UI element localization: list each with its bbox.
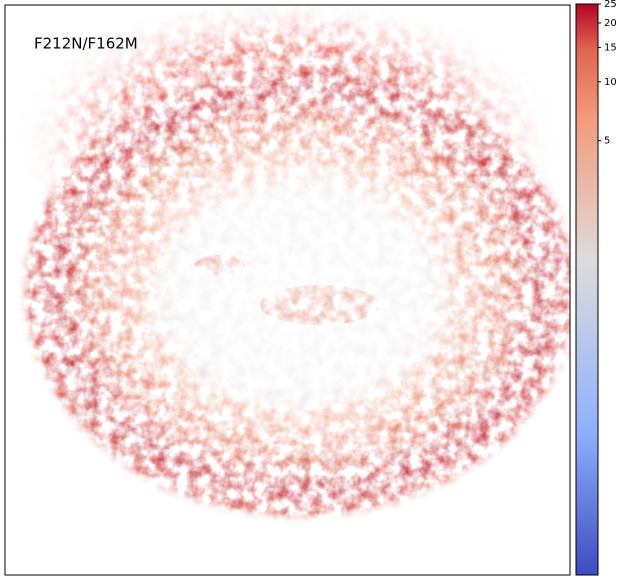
- colorbar-tick-label: 20: [604, 18, 617, 29]
- colorbar-tick-label: 15: [604, 42, 617, 53]
- image-frame: [4, 4, 571, 576]
- colorbar-tick-label: 10: [604, 77, 617, 88]
- colorbar-tick-label: 25: [604, 0, 617, 10]
- annotation: F212N/F162M: [34, 35, 138, 53]
- colorbar-tick-label: 5: [604, 136, 610, 147]
- image: [5, 5, 570, 575]
- colorbar: [575, 3, 599, 576]
